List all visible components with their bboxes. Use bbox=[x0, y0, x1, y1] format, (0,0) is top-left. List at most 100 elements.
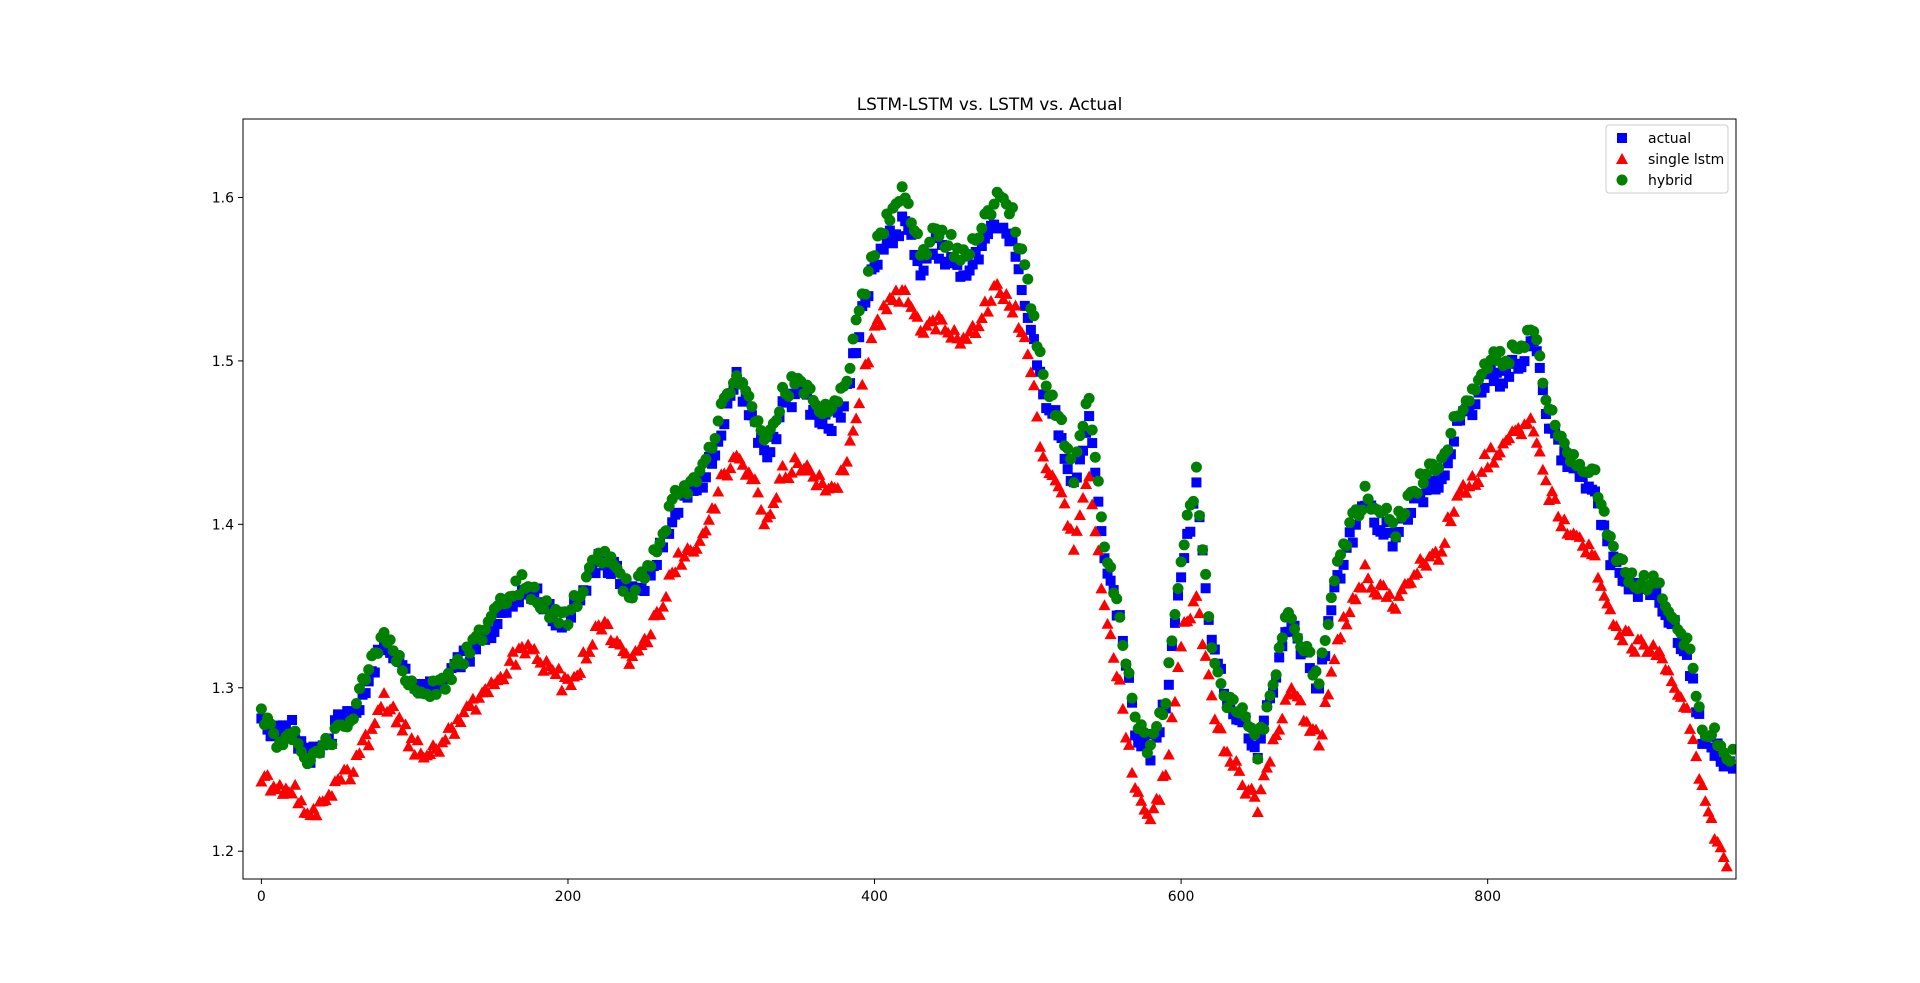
actual-point bbox=[464, 656, 475, 667]
legend-label-single-lstm: single lstm bbox=[1648, 152, 1724, 168]
hybrid-point bbox=[378, 627, 390, 639]
single-lstm-point bbox=[1316, 728, 1329, 740]
single-lstm-point bbox=[776, 459, 789, 471]
hybrid-point bbox=[1653, 577, 1665, 589]
hybrid-point bbox=[1433, 462, 1445, 474]
actual-point bbox=[894, 231, 905, 242]
actual-point bbox=[878, 244, 889, 255]
single-lstm-point bbox=[660, 590, 673, 602]
single-lstm-point bbox=[1233, 765, 1246, 776]
single-lstm-point bbox=[500, 667, 513, 679]
actual-point bbox=[1081, 427, 1092, 438]
hybrid-point bbox=[1105, 561, 1117, 573]
actual-point bbox=[835, 412, 846, 423]
single-lstm-point bbox=[899, 284, 912, 296]
single-lstm-point bbox=[359, 728, 372, 740]
actual-point bbox=[933, 253, 944, 264]
single-lstm-point bbox=[396, 724, 409, 736]
hybrid-point bbox=[1249, 729, 1261, 741]
hybrid-point bbox=[1289, 623, 1301, 635]
single-lstm-point bbox=[1095, 582, 1108, 594]
actual-point bbox=[1531, 346, 1542, 357]
single-lstm-point bbox=[853, 397, 866, 409]
hybrid-point bbox=[1292, 632, 1304, 644]
actual-point bbox=[492, 619, 503, 630]
actual-point bbox=[1326, 605, 1337, 616]
actual-point bbox=[667, 517, 678, 528]
hybrid-point bbox=[1187, 495, 1199, 507]
legend-label-hybrid: hybrid bbox=[1648, 173, 1693, 189]
hybrid-point bbox=[712, 415, 724, 427]
hybrid-point bbox=[1598, 505, 1610, 517]
hybrid-point bbox=[1690, 690, 1702, 702]
single-lstm-point bbox=[555, 684, 568, 696]
actual-point bbox=[1001, 228, 1012, 239]
single-lstm-point bbox=[1009, 299, 1022, 311]
actual-point bbox=[1504, 371, 1515, 382]
hybrid-point bbox=[360, 674, 372, 686]
actual-point bbox=[1078, 445, 1089, 456]
hybrid-point bbox=[1313, 678, 1325, 690]
actual-point bbox=[339, 711, 350, 722]
single-lstm-point bbox=[310, 809, 323, 821]
single-lstm-point bbox=[1349, 593, 1362, 605]
actual-point bbox=[1614, 567, 1625, 578]
single-lstm-point bbox=[1432, 553, 1445, 565]
single-lstm-point bbox=[528, 642, 541, 654]
actual-point bbox=[280, 721, 291, 732]
single-lstm-point bbox=[712, 485, 725, 497]
actual-point bbox=[832, 407, 843, 418]
hybrid-point bbox=[1227, 694, 1239, 706]
hybrid-point bbox=[1089, 451, 1101, 463]
hybrid-point bbox=[1276, 632, 1288, 644]
single-lstm-point bbox=[1199, 650, 1212, 661]
y-tick-label: 1.4 bbox=[212, 517, 234, 533]
actual-point bbox=[1145, 755, 1156, 766]
actual-point bbox=[1427, 475, 1438, 486]
actual-point bbox=[1093, 496, 1104, 507]
hybrid-point bbox=[396, 665, 408, 677]
actual-point bbox=[1709, 750, 1720, 761]
hybrid-point bbox=[476, 634, 488, 646]
hybrid-point bbox=[384, 634, 396, 646]
single-lstm-point bbox=[865, 332, 878, 344]
hybrid-point bbox=[1270, 669, 1282, 681]
single-lstm-point bbox=[1447, 505, 1460, 517]
hybrid-point bbox=[1709, 722, 1721, 734]
actual-point bbox=[970, 246, 981, 257]
single-lstm-point bbox=[255, 775, 268, 787]
actual-point bbox=[1013, 264, 1024, 275]
single-lstm-point bbox=[1172, 661, 1185, 672]
actual-point bbox=[354, 705, 365, 716]
hybrid-point bbox=[1607, 540, 1619, 552]
actual-point bbox=[1243, 733, 1254, 744]
hybrid-point bbox=[347, 713, 359, 725]
actual-point bbox=[1007, 235, 1018, 246]
actual-point bbox=[1393, 526, 1404, 537]
hybrid-point bbox=[1203, 611, 1215, 623]
actual-point bbox=[1084, 411, 1095, 422]
hybrid-point bbox=[1166, 635, 1178, 647]
single-lstm-point bbox=[509, 658, 522, 670]
single-lstm-point bbox=[770, 491, 783, 503]
hybrid-point bbox=[1442, 444, 1454, 456]
hybrid-point bbox=[783, 390, 795, 402]
single-lstm-point bbox=[295, 794, 308, 806]
legend-marker-actual bbox=[1617, 133, 1627, 143]
actual-point bbox=[1087, 438, 1098, 449]
actual-point bbox=[1498, 378, 1509, 389]
hybrid-point bbox=[1016, 243, 1028, 255]
hybrid-point bbox=[853, 305, 865, 317]
single-lstm-point bbox=[1221, 745, 1234, 757]
actual-point bbox=[262, 724, 273, 735]
actual-point bbox=[1516, 362, 1527, 373]
actual-point bbox=[486, 633, 497, 644]
actual-point bbox=[1488, 376, 1499, 387]
single-lstm-point bbox=[1555, 520, 1568, 532]
single-lstm-point bbox=[856, 378, 869, 390]
single-lstm-point bbox=[1083, 470, 1096, 482]
single-lstm-point bbox=[813, 469, 826, 480]
single-lstm-point bbox=[911, 310, 924, 322]
single-lstm-point bbox=[926, 314, 939, 325]
single-lstm-point bbox=[1104, 628, 1117, 640]
